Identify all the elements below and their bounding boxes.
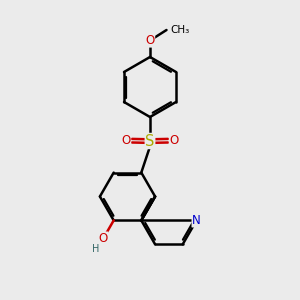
Text: N: N	[192, 214, 201, 227]
Text: O: O	[146, 34, 154, 47]
Text: O: O	[122, 134, 130, 147]
Text: O: O	[99, 232, 108, 245]
Text: H: H	[92, 244, 99, 254]
Text: S: S	[145, 134, 155, 148]
Text: O: O	[169, 134, 178, 147]
Text: CH₃: CH₃	[170, 25, 190, 35]
